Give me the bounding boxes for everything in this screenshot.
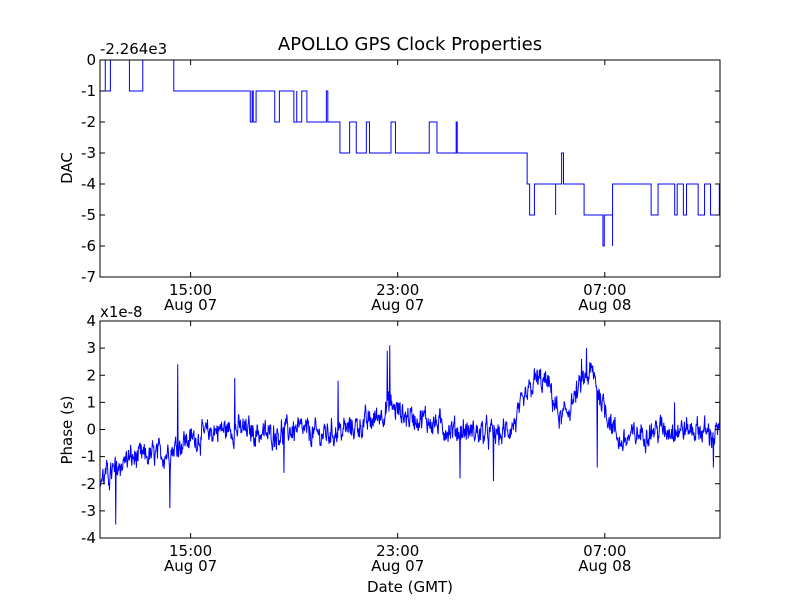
phase-ytick-label: 2 [86,366,96,384]
dac-xtick-time-label: 15:00 [169,281,212,299]
dac-ytick-label: -3 [81,144,96,162]
phase-panel: x1e-8 Phase (s) Date (GMT) 4 3 2 1 0 -1 -2 -3 -4… [58,303,721,596]
phase-series-line [100,345,720,525]
phase-xtick-time-label: 07:00 [583,542,626,560]
phase-plot-area [100,345,720,525]
dac-offset-text: -2.264e3 [100,40,167,58]
figure-title: APOLLO GPS Clock Properties [278,34,542,55]
dac-ytick-label: -4 [81,175,96,193]
dac-xtick-time-label: 23:00 [376,281,419,299]
phase-ytick-label: 3 [86,339,96,357]
dac-series-line [100,60,720,247]
dac-ytick-label: 0 [86,51,96,69]
dac-plot-area [100,60,720,247]
phase-offset-text: x1e-8 [100,303,143,321]
phase-xtick-date-label: Aug 07 [164,557,217,575]
dac-ytick-label: -1 [81,82,96,100]
dac-xtick-time-label: 07:00 [583,281,626,299]
dac-xtick-date-label: Aug 08 [578,296,631,314]
dac-ytick-label: -5 [81,206,96,224]
dac-xtick-date-label: Aug 07 [164,296,217,314]
phase-xtick-date-label: Aug 08 [578,557,631,575]
dac-ylabel: DAC [58,152,76,184]
phase-ytick-label: -4 [81,529,96,547]
phase-ytick-label: -2 [81,475,96,493]
phase-ytick-label: 4 [86,312,96,330]
phase-ytick-label: -3 [81,502,96,520]
dac-xtick-date-label: Aug 07 [371,296,424,314]
phase-ylabel: Phase (s) [58,395,76,464]
phase-ytick-label: -1 [81,448,96,466]
phase-ytick-label: 1 [86,393,96,411]
phase-xtick-time-label: 15:00 [169,542,212,560]
phase-xlabel: Date (GMT) [367,578,453,596]
dac-ytick-label: -2 [81,113,96,131]
dac-ytick-label: -6 [81,237,96,255]
dac-ytick-label: -7 [81,268,96,286]
phase-xtick-date-label: Aug 07 [371,557,424,575]
phase-ytick-label: 0 [86,421,96,439]
phase-xtick-time-label: 23:00 [376,542,419,560]
dac-axes-frame [99,59,721,278]
